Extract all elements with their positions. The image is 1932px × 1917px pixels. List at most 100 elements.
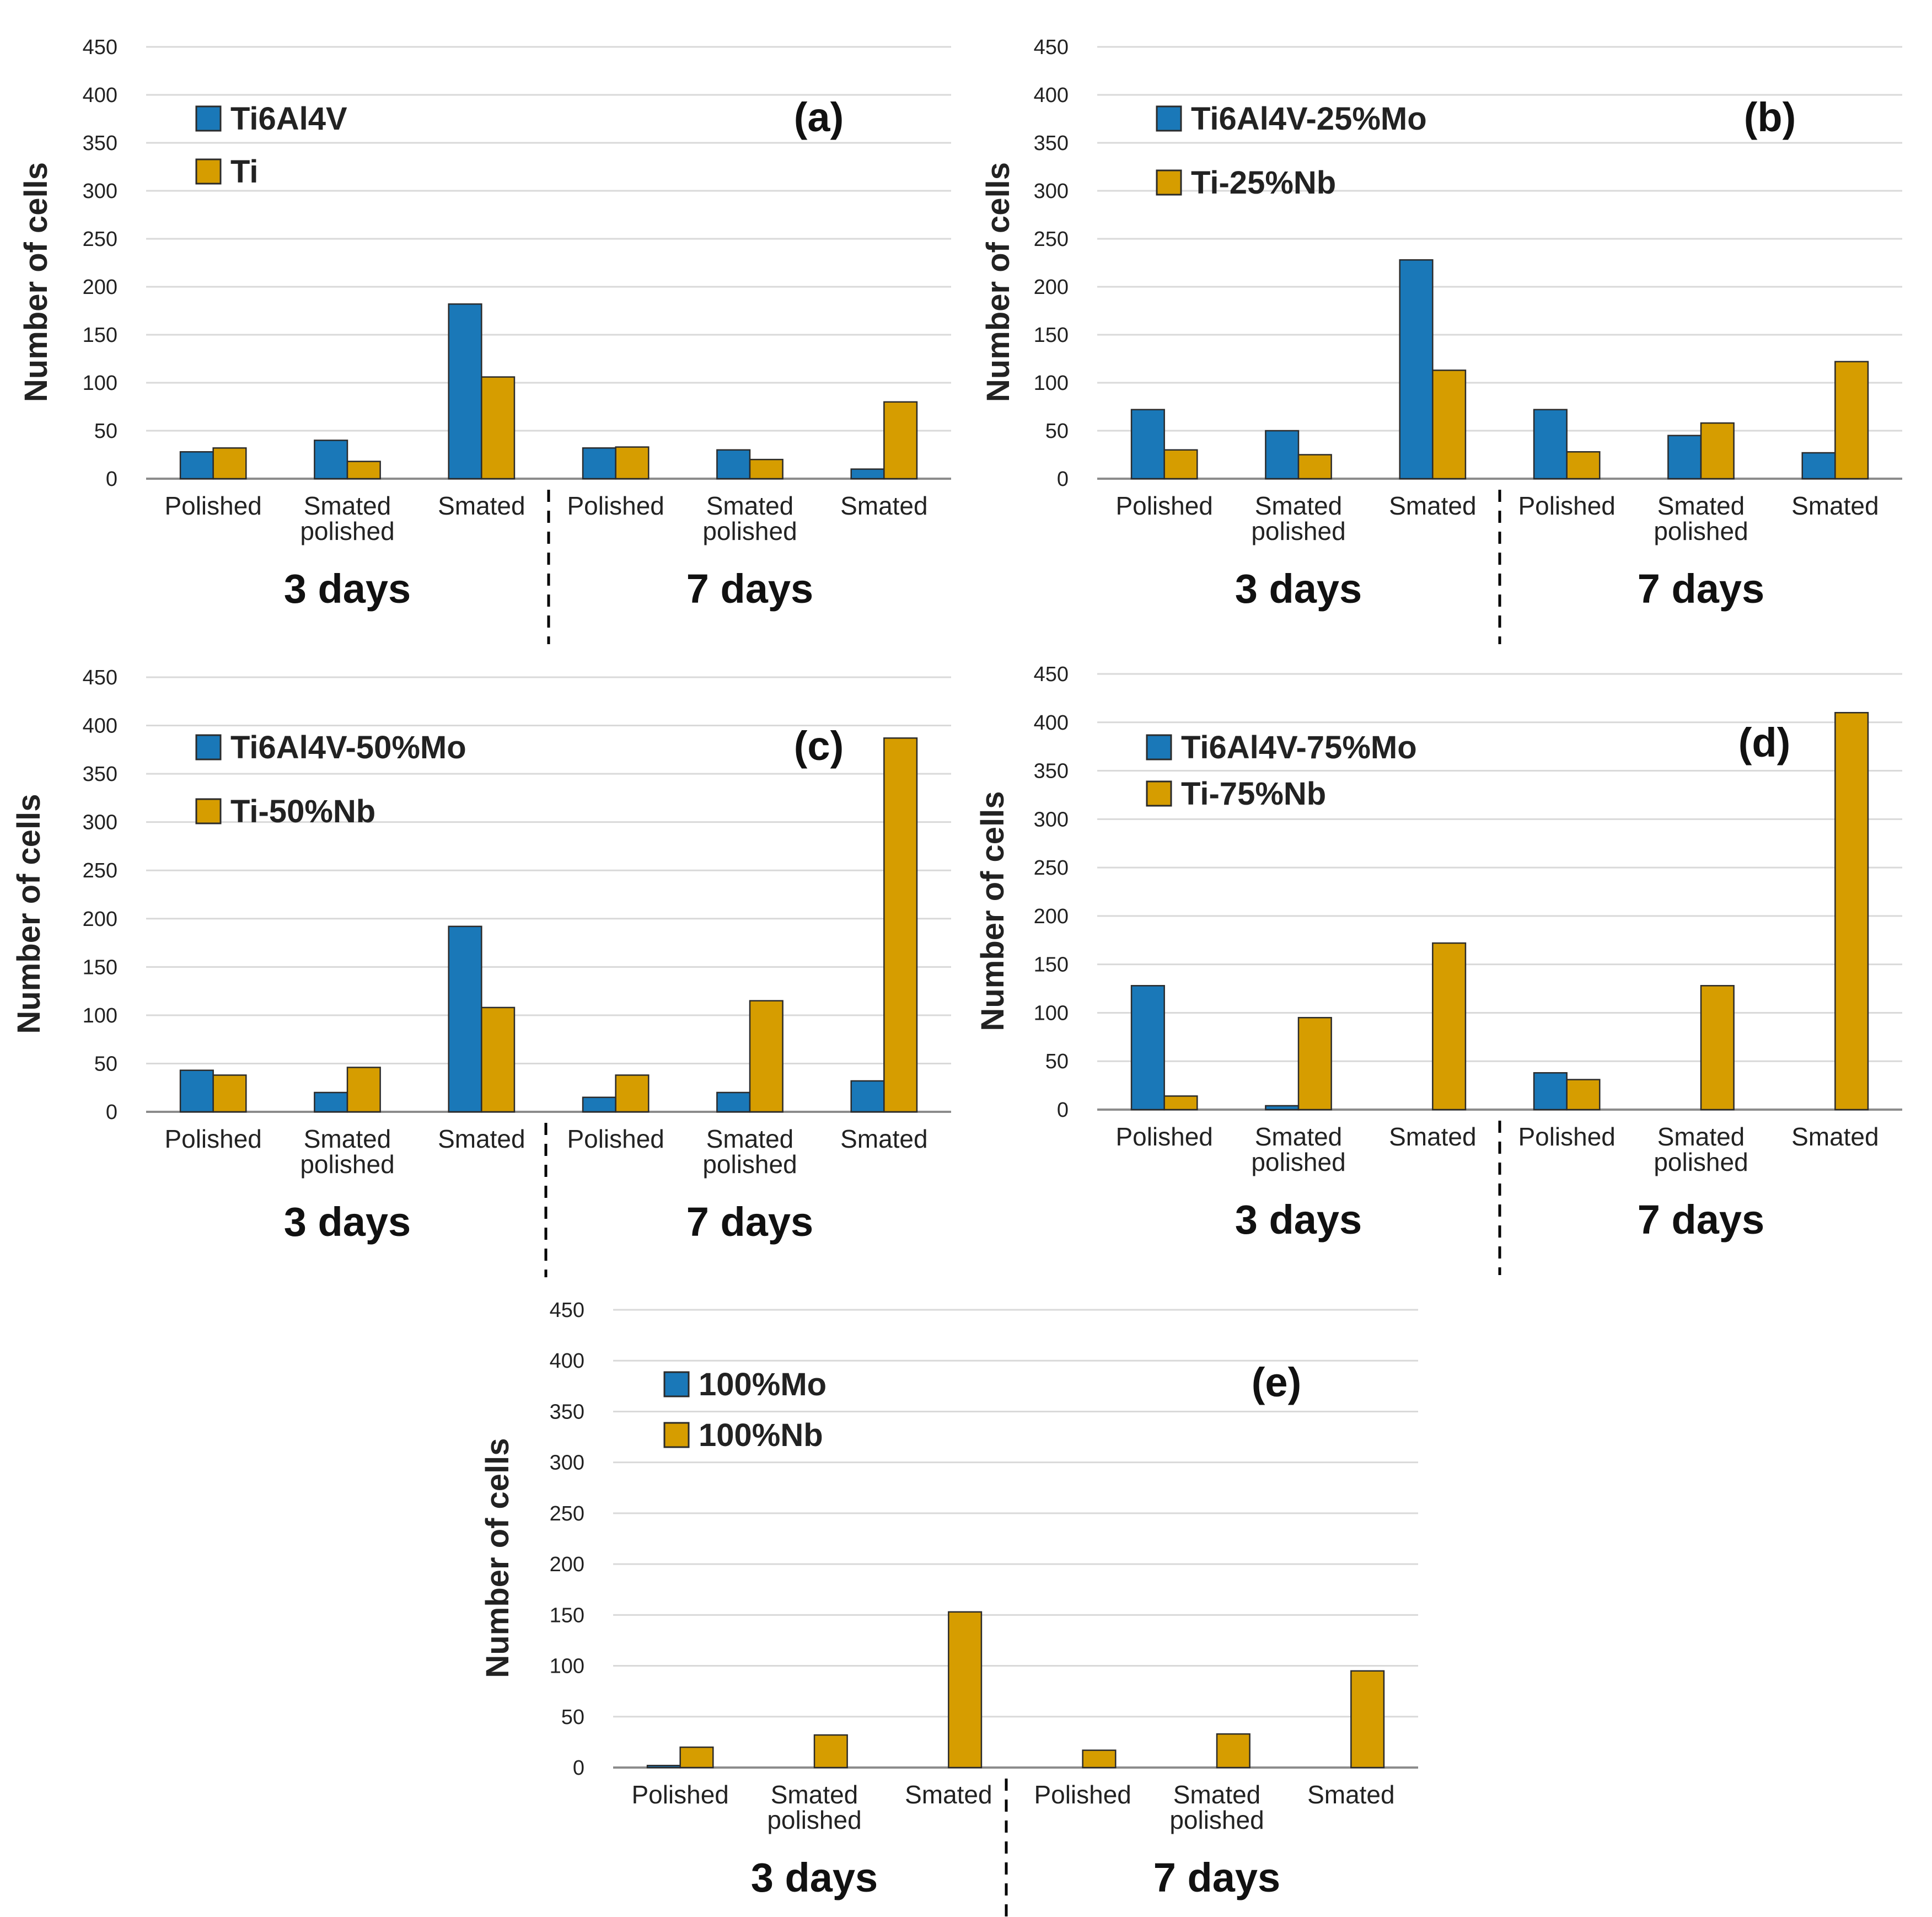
y-tick-label: 0 bbox=[106, 468, 117, 491]
bar-series2-cat4 bbox=[1566, 451, 1601, 480]
x-category-label: Polished bbox=[164, 491, 261, 520]
panel-label: (b) bbox=[1744, 94, 1796, 140]
x-category-label: Polished bbox=[164, 1125, 261, 1153]
bar-series2-cat3 bbox=[481, 1006, 516, 1113]
y-tick-label: 450 bbox=[550, 1299, 584, 1322]
group-label: 7 days bbox=[1638, 1197, 1764, 1243]
y-tick-label: 300 bbox=[83, 811, 117, 834]
y-tick-label: 200 bbox=[83, 908, 117, 931]
bar-series2-cat1 bbox=[1163, 1095, 1198, 1111]
y-tick-label: 150 bbox=[83, 324, 117, 347]
legend-label: Ti6Al4V-25%Mo bbox=[1191, 101, 1427, 137]
legend-label: Ti6Al4V-75%Mo bbox=[1181, 730, 1417, 765]
y-axis-label: Number of cells bbox=[980, 162, 1016, 402]
legend-label: 100%Mo bbox=[699, 1367, 827, 1402]
bar-series1-cat1 bbox=[179, 451, 214, 480]
bar-series1-cat2 bbox=[314, 1091, 348, 1113]
bar-series2-cat1 bbox=[212, 1074, 247, 1113]
bar-series1-cat3 bbox=[448, 925, 482, 1113]
y-tick-label: 50 bbox=[94, 1052, 117, 1075]
bar-series1-cat6 bbox=[850, 1080, 885, 1113]
x-category-label: Smated bbox=[706, 1125, 794, 1153]
y-tick-label: 400 bbox=[1034, 711, 1069, 735]
legend-swatch bbox=[195, 158, 222, 185]
y-tick-label: 350 bbox=[83, 763, 117, 786]
y-tick-label: 250 bbox=[1034, 228, 1069, 251]
x-category-label: polished bbox=[1251, 517, 1345, 545]
y-tick-label: 450 bbox=[1034, 663, 1069, 686]
legend-label: Ti6Al4V-50%Mo bbox=[230, 730, 466, 765]
x-category-label: Smated bbox=[1173, 1780, 1261, 1809]
y-tick-label: 0 bbox=[106, 1101, 117, 1124]
group-label: 3 days bbox=[751, 1855, 878, 1900]
x-category-label: Smated bbox=[1791, 1122, 1879, 1151]
chart-panel-3: 0 50 100 150 200 250 300 350 400 450 Number of cel… bbox=[11, 666, 951, 1277]
bar-series1-cat2 bbox=[314, 440, 348, 480]
chart-panel-1: 0 50 100 150 200 250 300 350 400 450 Number of cel… bbox=[18, 36, 951, 644]
bar-series2-cat1 bbox=[679, 1746, 714, 1769]
legend-swatch bbox=[1156, 169, 1182, 196]
bar-series2-cat5 bbox=[749, 1000, 783, 1113]
x-category-label: Polished bbox=[567, 491, 664, 520]
y-tick-label: 150 bbox=[83, 956, 117, 979]
bar-series2-cat2 bbox=[813, 1734, 848, 1769]
y-tick-label: 400 bbox=[550, 1350, 584, 1373]
bar-series2-cat4 bbox=[1082, 1749, 1117, 1769]
y-tick-label: 150 bbox=[550, 1604, 584, 1627]
y-axis-label: Number of cells bbox=[18, 162, 54, 402]
bar-series2-cat1 bbox=[1163, 449, 1198, 480]
y-tick-label: 200 bbox=[83, 276, 117, 299]
legend-swatch bbox=[663, 1371, 690, 1397]
x-category-label: Polished bbox=[567, 1125, 664, 1153]
x-category-label: polished bbox=[1654, 1148, 1748, 1176]
x-category-label: Smated bbox=[840, 1125, 928, 1153]
y-tick-label: 350 bbox=[550, 1400, 584, 1423]
panel-label: (e) bbox=[1252, 1359, 1301, 1405]
x-category-label: Smated bbox=[771, 1780, 858, 1809]
y-tick-label: 350 bbox=[1034, 132, 1069, 155]
y-tick-label: 450 bbox=[1034, 36, 1069, 59]
bar-series2-cat4 bbox=[615, 1074, 650, 1113]
y-tick-label: 300 bbox=[83, 180, 117, 203]
legend-swatch bbox=[1146, 780, 1172, 807]
x-category-label: polished bbox=[702, 517, 797, 545]
legend-swatch bbox=[663, 1422, 690, 1448]
y-tick-label: 300 bbox=[1034, 808, 1069, 831]
x-category-label: Smated bbox=[1255, 491, 1343, 520]
y-tick-label: 50 bbox=[561, 1706, 584, 1729]
y-tick-label: 100 bbox=[1034, 1002, 1069, 1025]
group-label: 3 days bbox=[1235, 1197, 1362, 1243]
legend-label: Ti-25%Nb bbox=[1191, 165, 1336, 201]
x-category-label: Smated bbox=[1307, 1780, 1395, 1809]
bar-series1-cat4 bbox=[582, 1096, 616, 1113]
bar-series2-cat5 bbox=[749, 458, 783, 480]
panel-label: (a) bbox=[794, 94, 844, 140]
y-tick-label: 300 bbox=[550, 1452, 584, 1475]
x-category-label: polished bbox=[300, 517, 394, 545]
y-tick-label: 0 bbox=[573, 1757, 584, 1780]
y-tick-label: 400 bbox=[83, 84, 117, 107]
bar-series1-cat1 bbox=[1130, 409, 1165, 480]
group-label: 3 days bbox=[284, 1199, 411, 1245]
legend-label: Ti6Al4V bbox=[230, 101, 347, 137]
bar-series2-cat6 bbox=[883, 401, 918, 480]
y-tick-label: 450 bbox=[83, 666, 117, 689]
bar-series2-cat3 bbox=[1432, 942, 1467, 1111]
y-tick-label: 150 bbox=[1034, 954, 1069, 977]
x-category-label: Polished bbox=[631, 1780, 728, 1809]
x-category-label: Smated bbox=[706, 491, 794, 520]
y-axis-label: Number of cells bbox=[975, 791, 1011, 1031]
y-tick-label: 200 bbox=[550, 1553, 584, 1576]
y-tick-label: 250 bbox=[83, 859, 117, 882]
bar-series2-cat4 bbox=[1566, 1079, 1601, 1111]
x-category-label: Polished bbox=[1518, 1122, 1615, 1151]
x-category-label: polished bbox=[300, 1150, 394, 1179]
x-category-label: Smated bbox=[840, 491, 928, 520]
bar-series2-cat3 bbox=[948, 1611, 983, 1769]
legend-label: Ti-50%Nb bbox=[230, 794, 375, 829]
x-category-label: polished bbox=[702, 1150, 797, 1179]
group-label: 7 days bbox=[686, 1199, 813, 1245]
y-tick-label: 100 bbox=[1034, 372, 1069, 395]
bar-series1-cat6 bbox=[850, 468, 885, 480]
y-tick-label: 200 bbox=[1034, 276, 1069, 299]
